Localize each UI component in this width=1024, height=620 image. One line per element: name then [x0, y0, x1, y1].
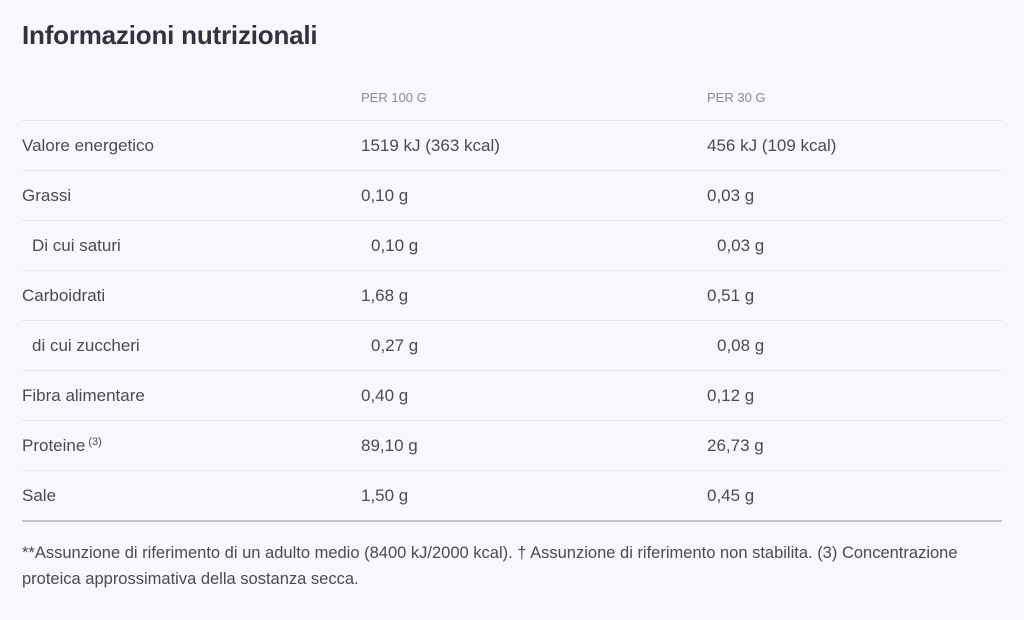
- page-title: Informazioni nutrizionali: [22, 20, 318, 50]
- table-header: PER 100 G PER 30 G: [22, 74, 1002, 121]
- header-per-100g: PER 100 G: [361, 89, 427, 105]
- nutrient-name: Sale: [22, 485, 57, 505]
- table-row: Di cui saturi 0,10 g 0,03 g: [22, 221, 1002, 271]
- nutrient-name: di cui zuccheri: [32, 335, 140, 355]
- value-per-100g: 0,10 g: [361, 185, 409, 205]
- value-per-30g: 456 kJ (109 kcal): [707, 135, 837, 155]
- value-per-30g: 0,45 g: [707, 485, 755, 505]
- nutrient-label: Grassi: [22, 186, 361, 206]
- nutrient-name: Carboidrati: [22, 285, 106, 305]
- value-per-30g: 0,12 g: [707, 385, 755, 405]
- value-per-30g: 0,03 g: [717, 235, 765, 255]
- table-row: di cui zuccheri 0,27 g 0,08 g: [22, 321, 1002, 371]
- header-per-30g: PER 30 G: [707, 89, 766, 105]
- table-row: Fibra alimentare 0,40 g 0,12 g: [22, 371, 1002, 421]
- value-per-100g: 1,50 g: [361, 485, 409, 505]
- value-per-100g: 0,10 g: [371, 235, 419, 255]
- nutrient-name: Di cui saturi: [32, 235, 121, 255]
- nutrient-label: Fibra alimentare: [22, 386, 361, 406]
- nutrient-name: Fibra alimentare: [22, 385, 145, 405]
- nutrient-label: Carboidrati: [22, 286, 361, 306]
- value-per-100g: 89,10 g: [361, 435, 418, 455]
- value-per-100g: 1519 kJ (363 kcal): [361, 135, 500, 155]
- table-row: Sale 1,50 g 0,45 g: [22, 471, 1002, 522]
- value-per-100g: 0,27 g: [371, 335, 419, 355]
- value-per-30g: 0,03 g: [707, 185, 755, 205]
- nutrient-label: di cui zuccheri: [22, 336, 371, 356]
- nutrient-name: Proteine: [22, 435, 86, 455]
- table-row: Valore energetico 1519 kJ (363 kcal) 456 k…: [22, 121, 1002, 171]
- table-row: Proteine (3) 89,10 g 26,73 g: [22, 421, 1002, 471]
- value-per-30g: 0,51 g: [707, 285, 755, 305]
- value-per-30g: 26,73 g: [707, 435, 764, 455]
- nutrient-label: Proteine (3): [22, 436, 361, 456]
- value-per-100g: 0,40 g: [361, 385, 409, 405]
- nutrient-name: Valore energetico: [22, 135, 154, 155]
- footnote: **Assunzione di riferimento di un adulto…: [22, 544, 958, 588]
- nutrient-label: Di cui saturi: [22, 236, 371, 256]
- footnote-ref: (3): [88, 435, 102, 448]
- table-row: Grassi 0,10 g 0,03 g: [22, 171, 1002, 221]
- table-row: Carboidrati 1,68 g 0,51 g: [22, 271, 1002, 321]
- nutrition-table: PER 100 G PER 30 G Valore energetico 1519…: [22, 74, 1002, 522]
- nutrient-label: Valore energetico: [22, 136, 361, 156]
- nutrient-name: Grassi: [22, 185, 72, 205]
- value-per-100g: 1,68 g: [361, 285, 409, 305]
- nutrient-label: Sale: [22, 486, 361, 506]
- value-per-30g: 0,08 g: [717, 335, 765, 355]
